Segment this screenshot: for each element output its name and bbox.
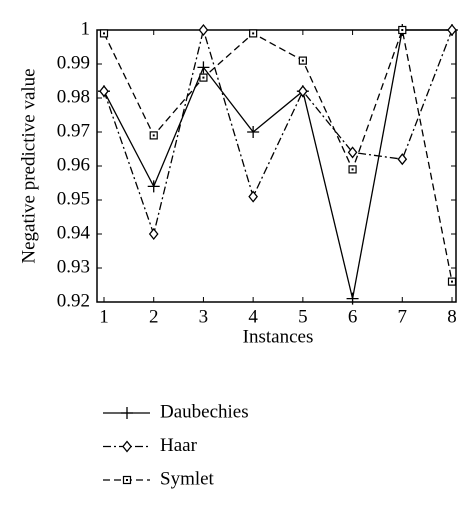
marker-dot xyxy=(126,479,128,481)
marker xyxy=(348,165,357,174)
x-tick-label: 1 xyxy=(99,306,109,327)
marker xyxy=(197,61,210,74)
marker xyxy=(447,23,457,37)
x-tick-label: 4 xyxy=(248,306,258,327)
y-tick-label: 0.94 xyxy=(57,222,91,243)
marker xyxy=(398,25,407,35)
x-tick-label: 5 xyxy=(298,306,308,327)
marker xyxy=(248,190,258,203)
marker-dot xyxy=(451,280,453,283)
marker-dot xyxy=(103,32,105,35)
y-tick-label: 0.97 xyxy=(57,120,90,141)
marker xyxy=(397,153,408,166)
x-tick-label: 8 xyxy=(447,306,457,327)
y-tick-label: 0.93 xyxy=(57,256,90,277)
marker xyxy=(347,146,358,159)
marker xyxy=(148,227,159,241)
marker xyxy=(147,180,160,193)
marker-dot xyxy=(351,168,354,171)
marker-dot xyxy=(401,29,404,31)
plot-frame xyxy=(96,29,457,303)
x-tick-label: 6 xyxy=(348,306,358,327)
y-tick-label: 0.96 xyxy=(57,154,90,175)
marker-dot xyxy=(152,134,155,137)
y-tick-label: 0.95 xyxy=(57,188,90,209)
marker xyxy=(122,475,132,485)
y-tick-label: 0.92 xyxy=(57,290,90,311)
y-tick-label: 1 xyxy=(81,18,91,39)
series-line xyxy=(103,29,452,299)
marker xyxy=(247,126,260,138)
series-line xyxy=(103,27,453,237)
x-axis-label: Instances xyxy=(243,326,314,347)
marker xyxy=(447,277,457,286)
marker xyxy=(298,85,308,98)
x-tick-label: 2 xyxy=(149,306,159,327)
marker xyxy=(99,85,109,98)
marker xyxy=(346,292,359,305)
marker xyxy=(199,73,208,82)
x-tick-label: 7 xyxy=(398,306,408,327)
marker-dot xyxy=(252,32,255,35)
marker xyxy=(298,56,307,65)
marker xyxy=(249,29,258,38)
legend-label: Haar xyxy=(160,435,198,456)
series-line xyxy=(103,27,453,282)
x-tick-label: 3 xyxy=(199,306,209,327)
marker-dot xyxy=(301,59,304,62)
marker-dot xyxy=(202,76,205,79)
y-tick-label: 0.98 xyxy=(57,86,90,107)
legend-label: Symlet xyxy=(160,468,215,489)
marker xyxy=(149,131,158,140)
legend-label: Daubechies xyxy=(160,401,249,422)
y-tick-label: 0.99 xyxy=(57,52,90,73)
marker xyxy=(99,29,109,38)
marker xyxy=(122,440,132,453)
marker xyxy=(198,23,209,37)
y-axis-label: Negative predictive value xyxy=(18,68,39,263)
marker xyxy=(121,407,133,419)
